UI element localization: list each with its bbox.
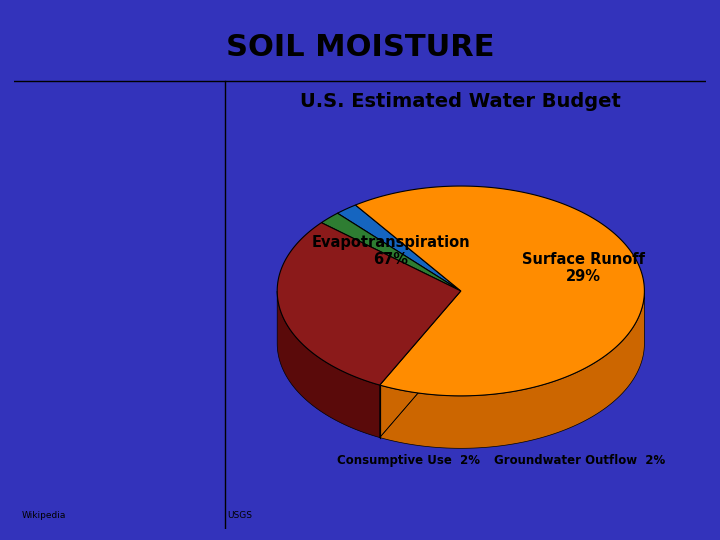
Text: U.S. Estimated Water Budget: U.S. Estimated Water Budget bbox=[300, 92, 621, 111]
Polygon shape bbox=[277, 222, 461, 385]
Polygon shape bbox=[321, 213, 461, 291]
Text: Consumptive Use  2%: Consumptive Use 2% bbox=[337, 454, 480, 467]
Polygon shape bbox=[356, 186, 644, 396]
Text: Surface Runoff
29%: Surface Runoff 29% bbox=[522, 252, 644, 285]
Text: SOIL MOISTURE: SOIL MOISTURE bbox=[226, 32, 494, 62]
Text: Groundwater Outflow  2%: Groundwater Outflow 2% bbox=[494, 454, 665, 467]
Text: USGS: USGS bbox=[227, 511, 252, 521]
Text: Wikipedia: Wikipedia bbox=[22, 511, 66, 521]
Polygon shape bbox=[277, 291, 379, 437]
Polygon shape bbox=[338, 205, 461, 291]
Text: Evapotranspiration
67%: Evapotranspiration 67% bbox=[312, 234, 470, 267]
Polygon shape bbox=[379, 293, 644, 448]
